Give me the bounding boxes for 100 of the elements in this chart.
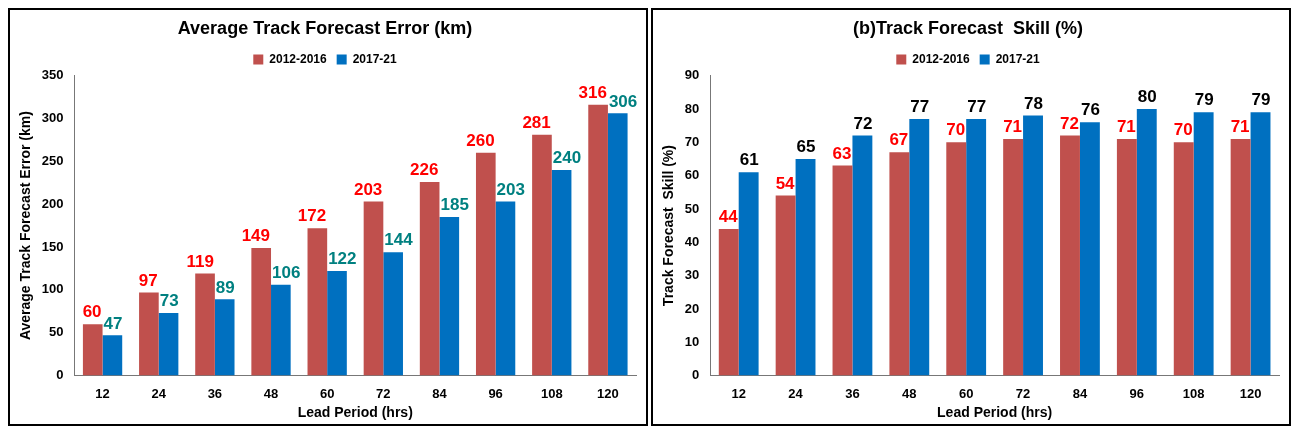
bar: [775, 195, 796, 376]
bar: [588, 104, 608, 376]
x-tick-label: 96: [488, 385, 503, 401]
bar: [1230, 138, 1251, 376]
bar: [1250, 112, 1271, 376]
y-tick-label: 250: [41, 152, 64, 168]
data-label: 260: [466, 130, 495, 150]
bar: [251, 247, 272, 376]
y-tick-label: 0: [692, 367, 700, 383]
bar: [889, 152, 910, 376]
bar: [795, 158, 816, 376]
data-label: 172: [297, 206, 327, 226]
bar: [195, 273, 215, 376]
y-tick-label: 150: [41, 238, 64, 254]
y-tick-label: 70: [684, 133, 700, 149]
bar: [495, 201, 516, 376]
data-label: 281: [522, 112, 551, 132]
data-label: 76: [1080, 100, 1100, 120]
y-tick-label: 350: [41, 67, 64, 83]
data-label: 78: [1024, 93, 1043, 113]
y-tick-label: 30: [684, 267, 700, 283]
bar: [738, 172, 759, 376]
bar: [439, 217, 460, 376]
legend-label: 2012-2016: [269, 51, 327, 66]
chart-title: (b)Track Forecast Skill (%): [852, 17, 1084, 38]
data-label: 119: [186, 251, 214, 271]
x-tick-label: 24: [151, 385, 167, 401]
x-tick-label: 48: [263, 385, 279, 401]
y-tick-label: 0: [56, 367, 64, 383]
data-label: 77: [910, 97, 930, 117]
data-label: 70: [1173, 120, 1193, 140]
x-tick-label: 36: [207, 385, 223, 401]
data-label: 122: [328, 249, 357, 269]
data-label: 73: [159, 291, 179, 311]
x-tick-label: 72: [376, 385, 391, 401]
y-tick-label: 20: [684, 300, 700, 316]
data-label: 54: [775, 173, 796, 193]
data-label: 71: [1116, 117, 1136, 137]
y-tick-label: 50: [684, 200, 700, 216]
data-label: 144: [384, 230, 414, 250]
data-label: 106: [272, 262, 301, 282]
data-label: 67: [889, 130, 909, 150]
data-label: 203: [353, 179, 383, 199]
data-label: 185: [440, 195, 469, 215]
x-tick-label: 96: [1129, 385, 1145, 401]
x-tick-label: 12: [731, 385, 746, 401]
x-axis-title: Lead Period (hrs): [297, 404, 413, 421]
bar: [1079, 122, 1100, 376]
bar: [607, 113, 628, 376]
bar: [158, 313, 179, 376]
data-label: 240: [552, 148, 582, 168]
chart-title: Average Track Forecast Error (km): [177, 17, 473, 38]
y-tick-label: 200: [41, 195, 64, 211]
data-label: 316: [578, 82, 607, 102]
bar: [1193, 112, 1214, 376]
bar: [327, 271, 347, 376]
bar: [1173, 142, 1194, 376]
data-label: 80: [1137, 87, 1157, 107]
data-label: 63: [832, 143, 852, 163]
y-tick-label: 80: [684, 100, 700, 116]
data-label: 71: [1003, 117, 1023, 137]
x-axis-title: Lead Period (hrs): [937, 404, 1053, 421]
data-label: 44: [718, 207, 739, 227]
y-tick-label: 40: [684, 233, 700, 249]
bar: [1003, 138, 1024, 376]
legend-label: 2012-2016: [912, 51, 970, 66]
y-tick-label: 100: [41, 281, 64, 297]
y-tick-label: 60: [684, 167, 700, 183]
data-label: 70: [946, 120, 966, 140]
bar: [419, 181, 440, 376]
bar: [475, 152, 496, 376]
bar: [532, 134, 552, 376]
bar: [214, 299, 235, 376]
data-label: 79: [1194, 90, 1214, 110]
data-label: 60: [82, 302, 102, 322]
x-tick-label: 24: [788, 385, 804, 401]
y-axis-title: Average Track Forecast Error (km): [17, 111, 34, 341]
bar: [966, 118, 987, 376]
data-label: 203: [496, 179, 525, 199]
data-label: 77: [967, 97, 987, 117]
x-tick-label: 12: [95, 385, 110, 401]
data-label: 226: [410, 160, 439, 180]
legend-label: 2017-21: [995, 51, 1041, 66]
bar: [718, 228, 739, 376]
bar: [102, 335, 123, 376]
y-tick-label: 10: [684, 333, 700, 349]
data-label: 65: [796, 137, 816, 157]
x-tick-label: 60: [319, 385, 335, 401]
data-label: 79: [1251, 90, 1271, 110]
bar: [1116, 138, 1137, 376]
x-tick-label: 108: [1182, 385, 1205, 401]
data-label: 72: [853, 113, 873, 133]
bar: [551, 169, 572, 376]
y-axis-title: Track Forecast Skill (%): [660, 145, 677, 307]
data-label: 89: [215, 277, 235, 297]
data-label: 306: [608, 91, 638, 111]
bar: [852, 135, 873, 376]
bar: [1060, 135, 1080, 376]
data-label: 71: [1230, 117, 1250, 137]
bar: [139, 292, 159, 376]
